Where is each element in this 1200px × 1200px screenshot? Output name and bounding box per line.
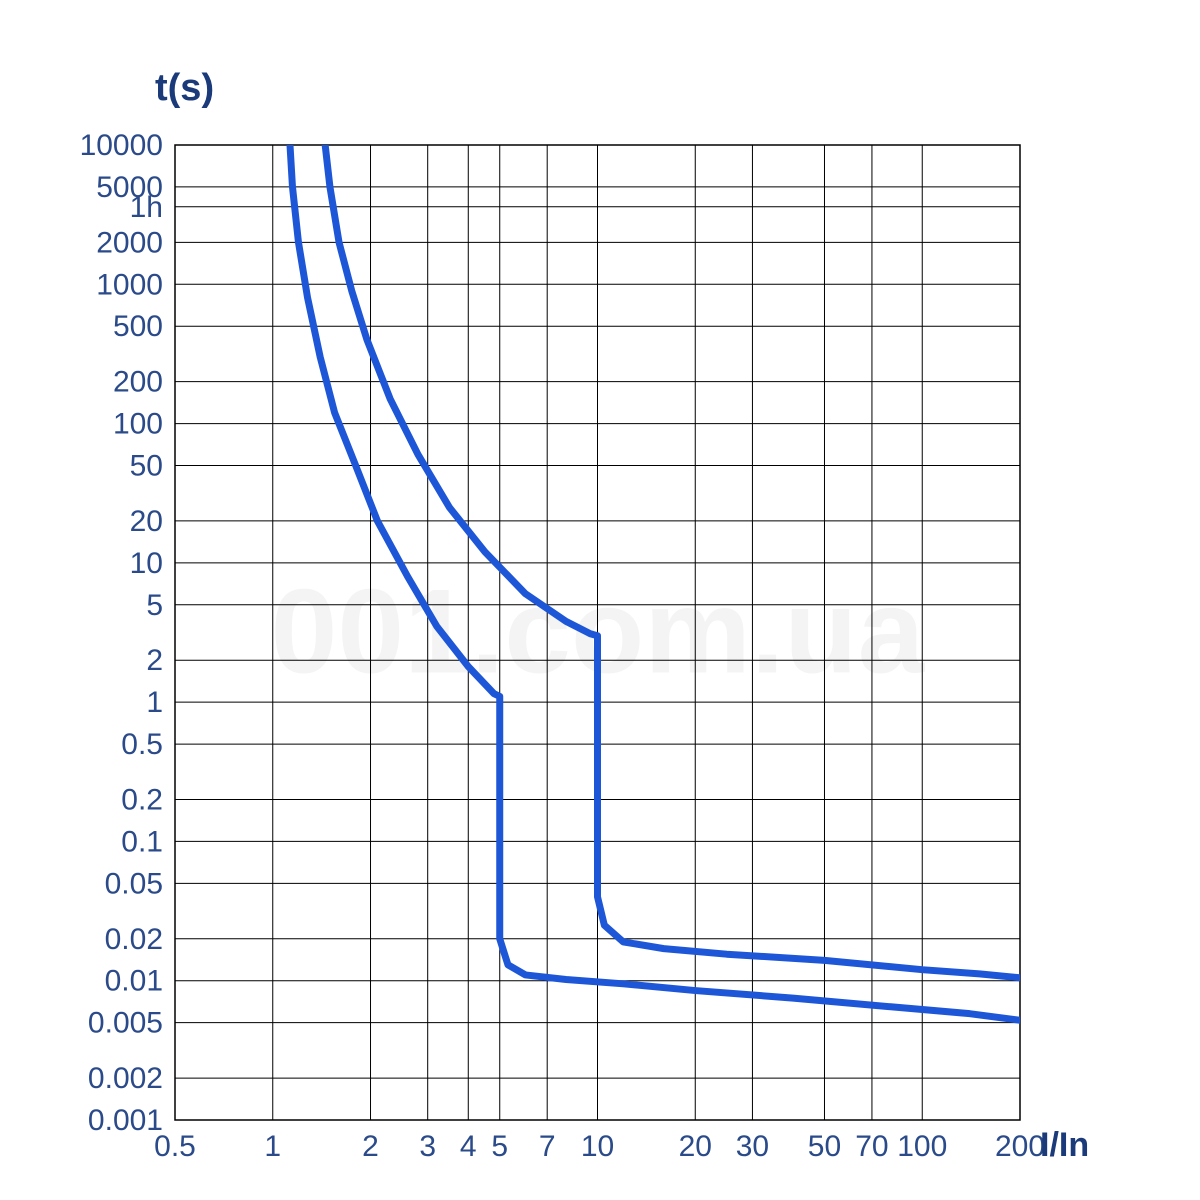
x-tick-label: 3 xyxy=(419,1130,436,1163)
y-tick-label: 0.001 xyxy=(88,1104,163,1137)
x-axis-title: I/In xyxy=(1040,1126,1089,1164)
x-tick-label: 2 xyxy=(362,1130,379,1163)
y-tick-label: 50 xyxy=(130,450,163,483)
y-tick-label: 10 xyxy=(130,547,163,580)
y-tick-label: 10000 xyxy=(80,129,163,162)
x-tick-label: 20 xyxy=(679,1130,712,1163)
y-axis-title: t(s) xyxy=(155,67,214,109)
y-tick-label: 0.002 xyxy=(88,1062,163,1095)
x-tick-label: 5 xyxy=(491,1130,508,1163)
x-tick-label: 0.5 xyxy=(154,1130,196,1163)
y-tick-label: 500 xyxy=(113,310,163,343)
x-tick-label: 7 xyxy=(539,1130,556,1163)
x-tick-label: 100 xyxy=(897,1130,947,1163)
x-tick-label: 10 xyxy=(581,1130,614,1163)
y-tick-label: 0.02 xyxy=(105,923,163,956)
y-tick-label: 20 xyxy=(130,505,163,538)
y-tick-label: 0.01 xyxy=(105,965,163,998)
y-tick-label: 0.5 xyxy=(121,728,163,761)
y-tick-label: 0.2 xyxy=(121,783,163,816)
x-tick-label: 30 xyxy=(736,1130,769,1163)
y-tick-label: 0.1 xyxy=(121,825,163,858)
y-tick-label: 0.005 xyxy=(88,1007,163,1040)
trip-curve-chart: 001.com.ua1000050001h2000100050020010050… xyxy=(0,0,1200,1200)
y-tick-label: 0.05 xyxy=(105,867,163,900)
x-tick-label: 4 xyxy=(460,1130,477,1163)
y-tick-label: 5 xyxy=(146,589,163,622)
y-tick-label: 1h xyxy=(130,191,163,224)
x-tick-label: 50 xyxy=(808,1130,841,1163)
y-tick-label: 1 xyxy=(146,686,163,719)
x-tick-label: 200 xyxy=(995,1130,1045,1163)
x-tick-label: 70 xyxy=(855,1130,888,1163)
y-tick-label: 2000 xyxy=(96,226,163,259)
y-tick-label: 100 xyxy=(113,408,163,441)
y-tick-label: 2 xyxy=(146,644,163,677)
x-tick-label: 1 xyxy=(264,1130,281,1163)
y-tick-label: 200 xyxy=(113,366,163,399)
y-tick-label: 1000 xyxy=(96,268,163,301)
